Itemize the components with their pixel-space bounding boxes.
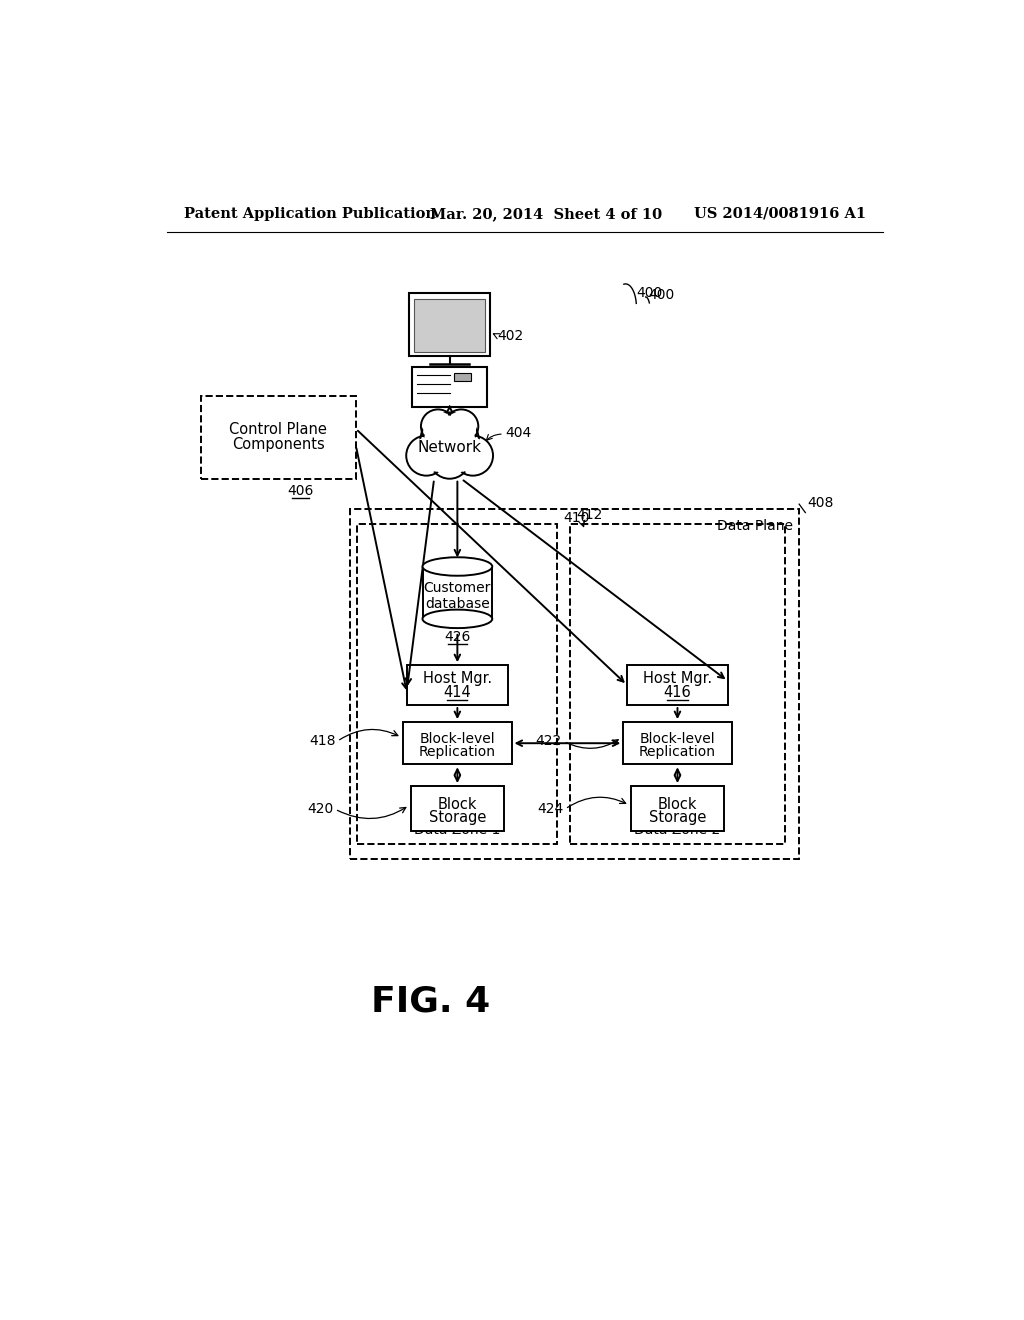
FancyBboxPatch shape bbox=[455, 374, 471, 381]
Circle shape bbox=[456, 438, 490, 473]
Text: 404: 404 bbox=[506, 425, 531, 440]
Text: Block-level: Block-level bbox=[640, 733, 716, 746]
Ellipse shape bbox=[423, 610, 493, 628]
FancyBboxPatch shape bbox=[411, 785, 504, 830]
Text: Data Plane: Data Plane bbox=[717, 519, 793, 533]
Text: Network: Network bbox=[418, 441, 481, 455]
Text: Host Mgr.: Host Mgr. bbox=[423, 672, 492, 686]
Circle shape bbox=[420, 412, 479, 471]
FancyBboxPatch shape bbox=[357, 524, 557, 843]
Text: Data Zone 2: Data Zone 2 bbox=[634, 822, 721, 837]
FancyBboxPatch shape bbox=[423, 566, 493, 619]
Text: 426: 426 bbox=[444, 631, 471, 644]
Text: Host Mgr.: Host Mgr. bbox=[643, 672, 712, 686]
Text: 410: 410 bbox=[563, 511, 590, 525]
Text: 422: 422 bbox=[536, 734, 562, 748]
Text: 406: 406 bbox=[287, 484, 313, 498]
Text: 414: 414 bbox=[443, 685, 471, 701]
Text: Storage: Storage bbox=[649, 810, 707, 825]
Text: Patent Application Publication: Patent Application Publication bbox=[183, 207, 436, 220]
FancyBboxPatch shape bbox=[631, 785, 724, 830]
Text: Customer
database: Customer database bbox=[424, 581, 492, 611]
Circle shape bbox=[446, 412, 476, 441]
Circle shape bbox=[421, 409, 455, 444]
Text: Mar. 20, 2014  Sheet 4 of 10: Mar. 20, 2014 Sheet 4 of 10 bbox=[430, 207, 663, 220]
Circle shape bbox=[444, 409, 478, 444]
Text: Replication: Replication bbox=[639, 746, 716, 759]
FancyBboxPatch shape bbox=[627, 665, 728, 705]
Text: Components: Components bbox=[232, 437, 325, 453]
Circle shape bbox=[429, 438, 470, 479]
Text: Storage: Storage bbox=[429, 810, 486, 825]
Text: Control Plane: Control Plane bbox=[229, 422, 328, 437]
FancyBboxPatch shape bbox=[410, 293, 489, 356]
Circle shape bbox=[407, 436, 446, 475]
FancyBboxPatch shape bbox=[349, 508, 799, 859]
Text: 402: 402 bbox=[498, 329, 524, 342]
Text: Data Zone 1: Data Zone 1 bbox=[414, 822, 501, 837]
Text: 408: 408 bbox=[807, 495, 834, 510]
Text: 400: 400 bbox=[636, 286, 663, 300]
Text: 400: 400 bbox=[649, 289, 675, 302]
Text: 418: 418 bbox=[309, 734, 336, 748]
Text: 424: 424 bbox=[538, 803, 563, 816]
Circle shape bbox=[432, 442, 467, 475]
Text: US 2014/0081916 A1: US 2014/0081916 A1 bbox=[693, 207, 866, 220]
Ellipse shape bbox=[423, 557, 493, 576]
Circle shape bbox=[453, 436, 493, 475]
Circle shape bbox=[410, 438, 443, 473]
Text: 420: 420 bbox=[307, 803, 334, 816]
FancyBboxPatch shape bbox=[201, 396, 356, 479]
Text: Replication: Replication bbox=[419, 746, 496, 759]
FancyBboxPatch shape bbox=[569, 524, 785, 843]
FancyBboxPatch shape bbox=[407, 665, 508, 705]
Text: FIG. 4: FIG. 4 bbox=[371, 985, 489, 1019]
FancyBboxPatch shape bbox=[414, 300, 485, 351]
Circle shape bbox=[424, 412, 453, 441]
Text: Block: Block bbox=[437, 797, 477, 812]
Text: 412: 412 bbox=[575, 508, 602, 521]
Text: Block-level: Block-level bbox=[420, 733, 496, 746]
Text: Block: Block bbox=[657, 797, 697, 812]
FancyBboxPatch shape bbox=[403, 722, 512, 764]
FancyBboxPatch shape bbox=[413, 367, 486, 407]
Circle shape bbox=[425, 417, 475, 467]
FancyBboxPatch shape bbox=[624, 722, 732, 764]
Text: 416: 416 bbox=[664, 685, 691, 701]
